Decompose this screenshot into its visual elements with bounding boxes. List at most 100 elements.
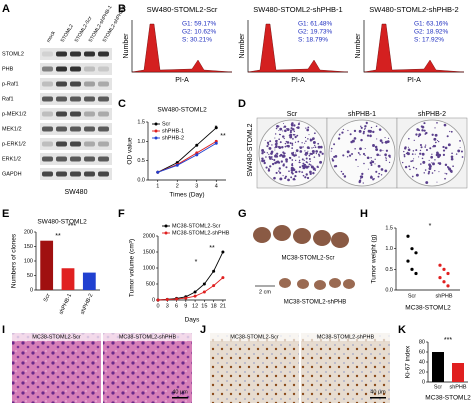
colony-dot <box>445 172 448 175</box>
colony-dot <box>301 171 304 174</box>
colony-dot <box>291 152 293 155</box>
flow-x-label: PI-A <box>175 77 189 84</box>
colony-dot <box>295 149 299 152</box>
colony-dot <box>419 144 422 147</box>
colony-dot <box>302 167 304 169</box>
blot-band <box>84 51 95 57</box>
blot-band <box>42 111 53 117</box>
blot-row-label: p-Raf1 <box>2 81 19 87</box>
colony-dot <box>384 169 388 173</box>
point <box>202 290 206 294</box>
colony-dot <box>411 153 414 155</box>
colony-dot <box>289 131 292 134</box>
colony-dot <box>420 125 423 128</box>
blot-band <box>42 51 53 57</box>
colony-dot <box>415 167 418 170</box>
colony-dot <box>375 170 378 173</box>
colony-dot <box>274 149 276 151</box>
panel-label: K <box>398 324 406 336</box>
blot-row-label: MEK1/2 <box>2 126 22 132</box>
colony-dot <box>415 173 419 177</box>
colony-dot <box>376 138 378 140</box>
colony-dot <box>372 130 375 134</box>
colony-dot <box>289 135 293 139</box>
flow-g1-peak <box>247 23 349 73</box>
colony-dot <box>291 128 295 131</box>
colony-dot <box>421 152 425 156</box>
y-tick-label: 50 <box>27 273 33 279</box>
colony-dot <box>362 132 365 135</box>
x-tick-label: 21 <box>220 303 226 309</box>
colony-dot <box>314 144 316 147</box>
colony-dot <box>266 152 268 154</box>
colony-dot <box>346 156 349 158</box>
series-line <box>157 127 217 173</box>
blot-band <box>98 51 109 57</box>
colony-dot <box>294 141 297 143</box>
colony-dot <box>298 161 301 164</box>
colony-dot <box>342 173 345 176</box>
colony-dot <box>384 137 386 139</box>
colony-dot <box>423 129 426 132</box>
colony-dot <box>424 146 427 148</box>
blot-band <box>70 81 81 87</box>
colony-dot <box>293 154 296 157</box>
colony-dot <box>283 137 285 140</box>
micrograph-label: MC38-STOML2-Scr <box>230 334 279 340</box>
colony-dot <box>431 162 433 164</box>
colony-dot <box>435 153 439 157</box>
tumor-label-scr: MC38-STOML2-Scr <box>282 256 335 262</box>
colony-side-label: SW480-STOML2 <box>247 123 254 176</box>
colony-dot <box>288 135 290 137</box>
colony-dot <box>408 148 410 151</box>
colony-dot <box>293 168 296 171</box>
colony-dot <box>403 153 406 156</box>
colony-dot <box>436 151 439 155</box>
legend-marker <box>154 129 158 133</box>
blot-row-label: ERK1/2 <box>2 156 21 162</box>
colony-dot <box>316 150 318 153</box>
x-tick-label: shPHB <box>435 293 452 299</box>
colony-dot <box>303 163 306 166</box>
colony-dot <box>403 150 405 153</box>
y-tick-label: 0.5 <box>385 267 393 273</box>
colony-dot <box>261 149 265 152</box>
y-tick-label: 0.0 <box>385 287 393 293</box>
colony-dot <box>342 128 344 131</box>
flow-stat: G1: 59.17% <box>182 21 217 28</box>
colony-dot <box>358 180 361 184</box>
colony-dot <box>294 174 297 178</box>
plate-label: Scr <box>287 111 298 118</box>
colony-dot <box>311 147 313 149</box>
panel-label: D <box>238 98 246 110</box>
colony-dot <box>294 159 297 162</box>
flow-stat: S: 30.21% <box>182 37 212 44</box>
point <box>202 282 206 286</box>
colony-dot <box>367 168 369 170</box>
colony-dot <box>261 152 264 155</box>
colony-dot <box>310 152 314 156</box>
colony-dot <box>285 166 288 169</box>
colony-dot <box>431 133 434 136</box>
colony-dot <box>296 134 299 137</box>
series-line <box>157 142 217 173</box>
colony-dot <box>285 158 288 162</box>
colony-dot <box>379 154 381 156</box>
colony-dot <box>449 130 451 133</box>
colony-dot <box>277 161 281 164</box>
legend-label: Scr <box>162 121 170 127</box>
colony-dot <box>274 147 276 149</box>
colony-dot <box>284 145 287 148</box>
colony-dot <box>385 157 387 160</box>
blot-band <box>56 51 67 57</box>
colony-dot <box>302 146 304 148</box>
colony-dot <box>452 165 454 168</box>
colony-dot <box>308 134 310 136</box>
colony-dot <box>349 133 352 136</box>
colony-dot <box>301 164 304 168</box>
legend-marker <box>154 136 158 140</box>
flow-stat: S: 18.79% <box>298 37 328 44</box>
point <box>212 284 216 288</box>
colony-dot <box>418 156 420 158</box>
colony-dot <box>292 167 295 170</box>
